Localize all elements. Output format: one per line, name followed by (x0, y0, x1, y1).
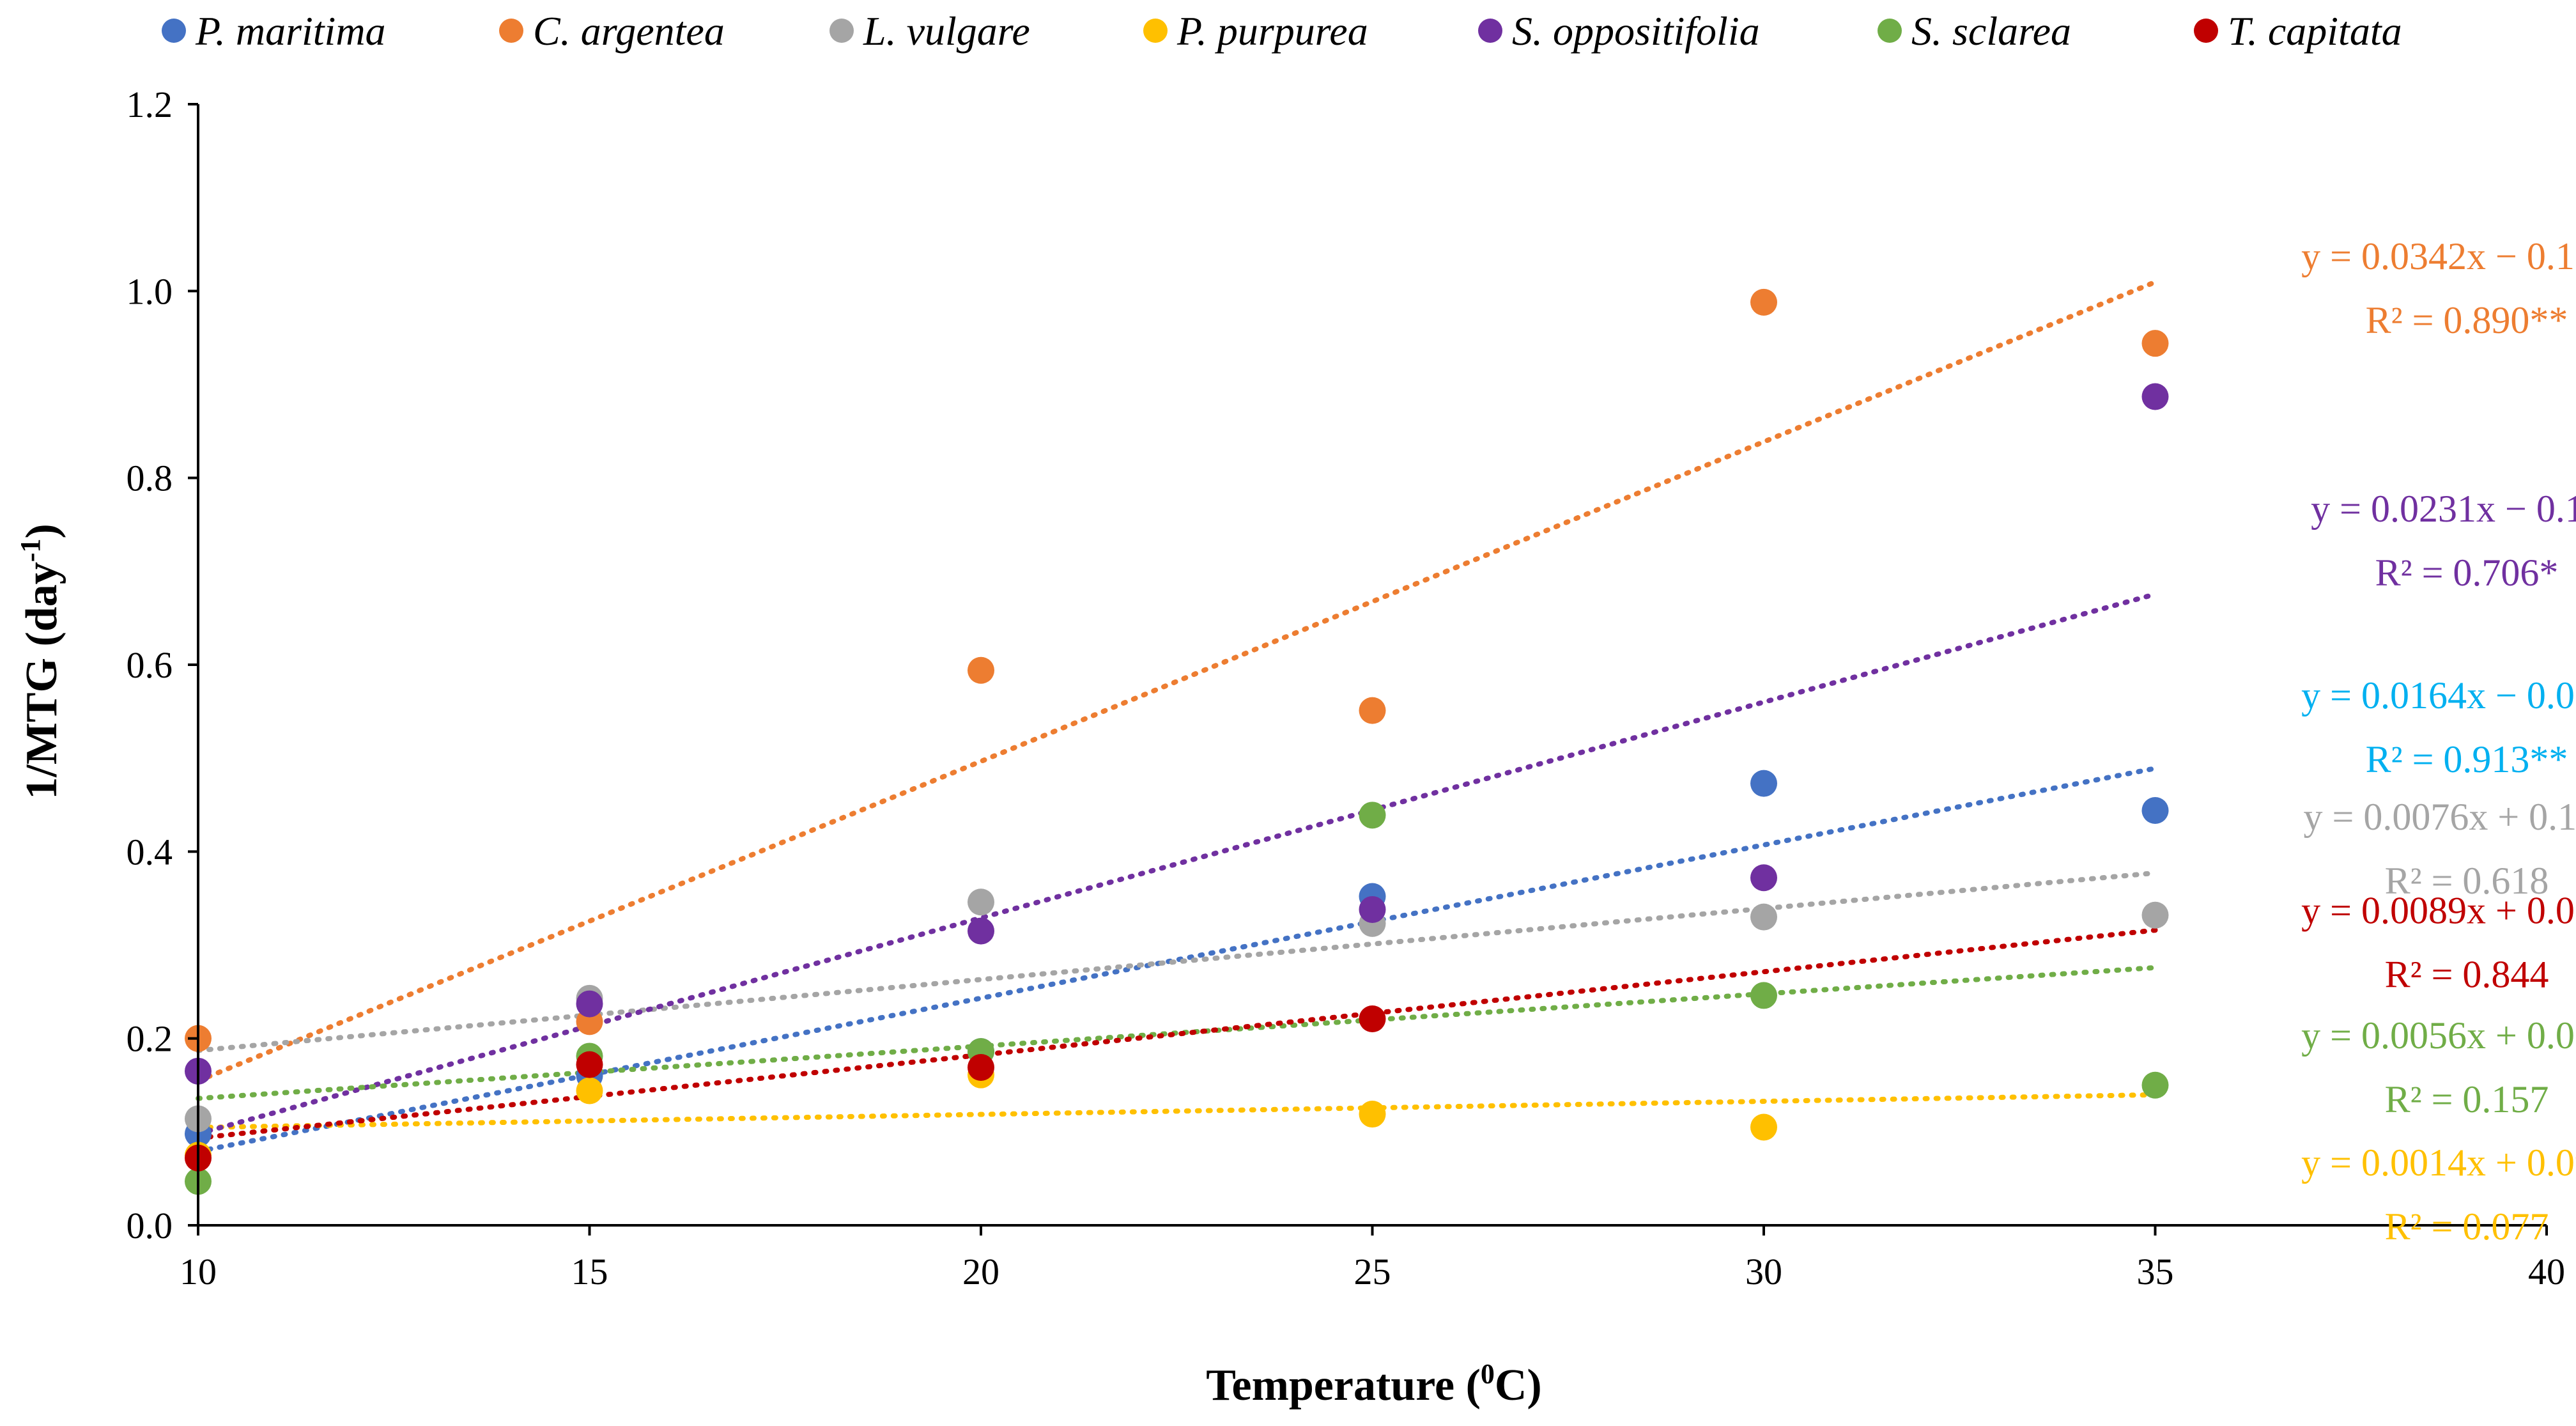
legend-label: S. oppositifolia (1512, 8, 1760, 54)
legend-marker (1478, 19, 1502, 43)
trend-r2-label: R² = 0.913** (2366, 738, 2568, 780)
y-axis-title-end: ) (17, 523, 66, 538)
data-point (1750, 1113, 1777, 1141)
data-points (185, 288, 2169, 1195)
data-point (1359, 697, 1386, 724)
data-point (1750, 864, 1777, 892)
data-point (968, 888, 994, 916)
trendlines (196, 279, 2158, 1154)
legend-marker (2194, 19, 2218, 43)
axes: 0.0 0.2 0.4 0.6 0.8 1.0 1.2 10 15 20 25 30 35 40 (127, 84, 2566, 1292)
data-point (2141, 901, 2169, 929)
trend-r2-label: R² = 0.077 (2385, 1205, 2549, 1248)
trendline-2 (196, 279, 2158, 1084)
y-axis-title-sup: -1 (15, 539, 46, 562)
data-point (1750, 982, 1777, 1009)
data-point (1359, 895, 1386, 923)
legend-marker (499, 19, 523, 43)
trend-r2-label: R² = 0.844 (2385, 953, 2549, 995)
trend-equation-label: y = 0.0014x + 0.0907 (2301, 1142, 2576, 1184)
equation-labels: y = 0.0164x − 0.0849 R² = 0.913** y = 0.03… (2301, 235, 2576, 1248)
trend-r2-label: R² = 0.706* (2375, 552, 2559, 594)
x-axis-title: Temperature (0C) (1206, 1358, 1542, 1410)
legend-label: C. argentea (533, 8, 725, 54)
y-tick-label: 0.8 (127, 458, 173, 499)
y-tick-label: 1.0 (127, 270, 173, 312)
data-point (968, 1053, 994, 1081)
data-point (1359, 802, 1386, 829)
trend-equation-label: y = 0.0089x + 0.0044 (2301, 889, 2576, 931)
trend-equation-label: y = 0.0056x + 0.0798 (2301, 1014, 2576, 1057)
data-point (2141, 797, 2169, 825)
trendline-5 (196, 591, 2158, 1136)
y-tick-label: 0.6 (127, 644, 173, 686)
trendline-4 (196, 1092, 2158, 1130)
data-point (968, 917, 994, 945)
x-tick-label: 35 (2137, 1251, 2174, 1292)
data-point (1750, 770, 1777, 797)
legend-label: P. maritima (195, 8, 386, 54)
data-point (576, 1077, 603, 1104)
trend-r2-label: R² = 0.157 (2385, 1078, 2549, 1120)
x-tick-label: 25 (1354, 1251, 1391, 1292)
legend-marker (829, 19, 854, 43)
data-point (2141, 1071, 2169, 1099)
trendline-7 (196, 927, 2158, 1141)
trend-equation-label: y = 0.0164x − 0.0849 (2301, 674, 2576, 717)
x-tick-label: 20 (962, 1251, 999, 1292)
x-tick-label: 40 (2528, 1251, 2565, 1292)
data-point (2141, 383, 2169, 410)
y-tick-label: 0.2 (127, 1018, 173, 1060)
data-point (1359, 1101, 1386, 1128)
legend-marker (162, 19, 186, 43)
y-tick-label: 0.0 (127, 1205, 173, 1246)
data-point (1359, 1005, 1386, 1032)
trend-equation-label: y = 0.0342x − 0.1874 (2301, 235, 2576, 277)
trendline-3 (196, 870, 2158, 1053)
data-point (1750, 288, 1777, 316)
x-tick-label: 30 (1745, 1251, 1782, 1292)
x-axis-title-sup: 0 (1481, 1358, 1495, 1390)
legend-marker (1143, 19, 1168, 43)
legend-label: S. sclarea (1911, 8, 2071, 54)
data-point (576, 1051, 603, 1078)
x-axis-title-main: Temperature ( (1206, 1361, 1481, 1410)
x-tick-label: 10 (180, 1251, 217, 1292)
trend-equation-label: y = 0.0076x + 0.1111 (2304, 796, 2576, 838)
data-point (576, 990, 603, 1018)
y-axis-title: 1/MTG (day-1) (15, 523, 66, 799)
data-point (968, 656, 994, 684)
legend-label: T. capitata (2228, 8, 2402, 54)
trend-r2-label: R² = 0.890** (2366, 299, 2568, 341)
legend-label: L. vulgare (863, 8, 1030, 54)
data-point (1750, 903, 1777, 931)
trend-equation-label: y = 0.0231x − 0.133 (2311, 488, 2576, 530)
x-axis-title-end: C) (1495, 1361, 1542, 1410)
y-axis-title-main: 1/MTG (day (17, 562, 66, 799)
trendline-6 (196, 965, 2158, 1101)
legend: P. maritima C. argentea L. vulgare P. purpu… (162, 8, 2402, 54)
legend-marker (1878, 19, 1902, 43)
data-point (2141, 330, 2169, 357)
legend-label: P. purpurea (1176, 8, 1368, 54)
trendline-1 (196, 766, 2158, 1154)
x-tick-label: 15 (571, 1251, 608, 1292)
y-tick-label: 1.2 (127, 84, 173, 125)
trend-r2-label: R² = 0.618 (2385, 860, 2549, 902)
y-tick-label: 0.4 (127, 831, 173, 872)
